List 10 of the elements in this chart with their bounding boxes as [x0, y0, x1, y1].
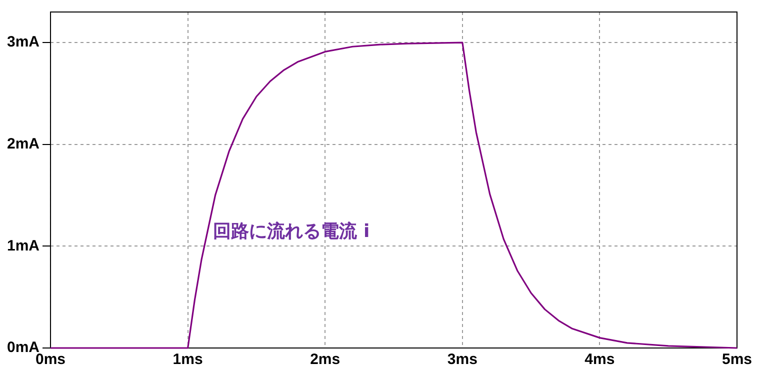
x-tick-label: 2ms — [310, 351, 340, 368]
y-tick-label: 3mA — [6, 34, 40, 51]
x-tick-label: 5ms — [722, 351, 752, 368]
x-tick-label: 1ms — [172, 351, 203, 368]
x-tick-label: 4ms — [584, 351, 615, 368]
series-label: 回路に流れる電流 i — [213, 220, 370, 242]
y-tick-label: 2mA — [6, 136, 40, 153]
y-tick-label: 1mA — [6, 237, 40, 254]
x-tick-label: 0ms — [35, 351, 66, 368]
x-tick-label: 3ms — [447, 351, 478, 368]
